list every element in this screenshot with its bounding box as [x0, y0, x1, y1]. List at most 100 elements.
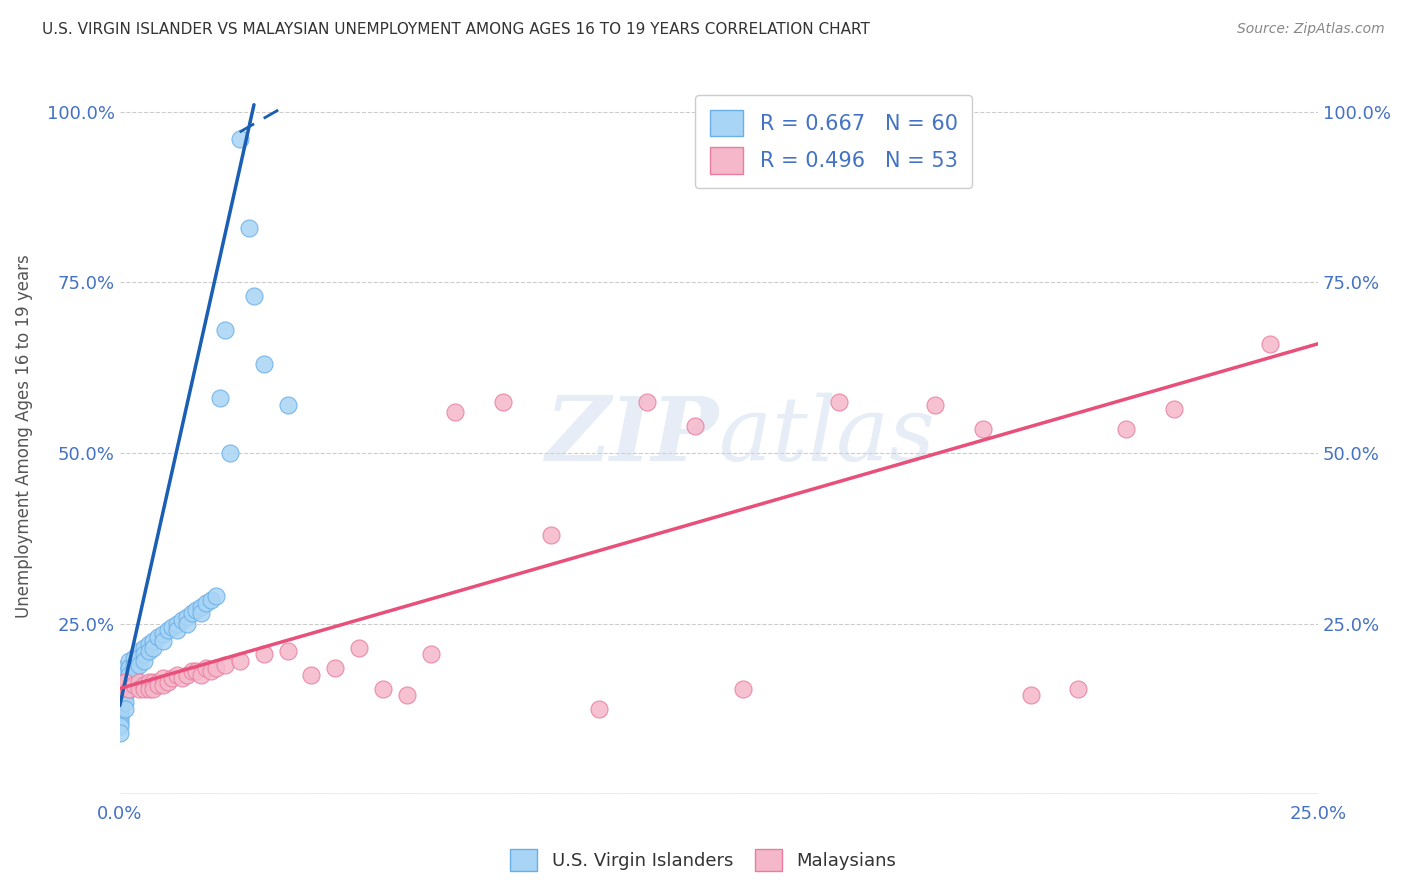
Point — [118, 674, 141, 689]
Point — [420, 648, 443, 662]
Point — [349, 640, 371, 655]
Point — [142, 640, 165, 655]
Point — [219, 446, 242, 460]
Point — [138, 674, 160, 689]
Point — [396, 689, 419, 703]
Text: ZIP: ZIP — [546, 392, 718, 479]
Point — [204, 661, 226, 675]
Point — [122, 650, 145, 665]
Point — [828, 394, 851, 409]
Point — [132, 678, 155, 692]
Point — [128, 650, 150, 665]
Point — [228, 654, 250, 668]
Point — [128, 657, 150, 672]
Point — [118, 681, 141, 696]
Point — [588, 702, 610, 716]
Y-axis label: Unemployment Among Ages 16 to 19 years: Unemployment Among Ages 16 to 19 years — [15, 254, 32, 618]
Point — [122, 665, 145, 679]
Point — [132, 648, 155, 662]
Point — [138, 644, 160, 658]
Point — [162, 671, 184, 685]
Text: Source: ZipAtlas.com: Source: ZipAtlas.com — [1237, 22, 1385, 37]
Point — [108, 668, 131, 682]
Point — [114, 689, 136, 703]
Point — [128, 674, 150, 689]
Point — [636, 394, 658, 409]
Point — [156, 674, 179, 689]
Point — [209, 392, 232, 406]
Point — [731, 681, 754, 696]
Point — [162, 620, 184, 634]
Point — [492, 394, 515, 409]
Text: U.S. VIRGIN ISLANDER VS MALAYSIAN UNEMPLOYMENT AMONG AGES 16 TO 19 YEARS CORRELA: U.S. VIRGIN ISLANDER VS MALAYSIAN UNEMPL… — [42, 22, 870, 37]
Point — [146, 678, 169, 692]
Point — [166, 616, 188, 631]
Point — [180, 665, 202, 679]
Point — [186, 665, 208, 679]
Point — [252, 648, 274, 662]
Point — [114, 678, 136, 692]
Text: atlas: atlas — [718, 392, 935, 479]
Point — [122, 657, 145, 672]
Point — [195, 661, 218, 675]
Point — [108, 712, 131, 726]
Point — [373, 681, 395, 696]
Point — [166, 668, 188, 682]
Point — [252, 357, 274, 371]
Point — [138, 637, 160, 651]
Point — [1163, 401, 1185, 416]
Point — [114, 702, 136, 716]
Point — [176, 610, 198, 624]
Point — [1258, 336, 1281, 351]
Point — [156, 624, 179, 638]
Point — [108, 709, 131, 723]
Point — [108, 715, 131, 730]
Point — [118, 661, 141, 675]
Point — [228, 132, 250, 146]
Point — [214, 323, 236, 337]
Point — [190, 607, 212, 621]
Point — [152, 678, 174, 692]
Point — [114, 695, 136, 709]
Point — [176, 616, 198, 631]
Point — [132, 640, 155, 655]
Point — [214, 657, 236, 672]
Point — [142, 681, 165, 696]
Point — [190, 599, 212, 614]
Point — [146, 630, 169, 644]
Point — [118, 681, 141, 696]
Point — [200, 665, 222, 679]
Point — [114, 668, 136, 682]
Point — [108, 719, 131, 733]
Point — [195, 596, 218, 610]
Point — [118, 668, 141, 682]
Point — [170, 671, 193, 685]
Point — [108, 726, 131, 740]
Point — [108, 698, 131, 713]
Point — [1067, 681, 1090, 696]
Point — [180, 607, 202, 621]
Point — [152, 633, 174, 648]
Point — [128, 681, 150, 696]
Point — [122, 678, 145, 692]
Point — [186, 603, 208, 617]
Point — [325, 661, 347, 675]
Point — [276, 398, 298, 412]
Point — [190, 668, 212, 682]
Point — [138, 681, 160, 696]
Point — [152, 671, 174, 685]
Point — [243, 289, 266, 303]
Point — [142, 633, 165, 648]
Point — [114, 661, 136, 675]
Point — [132, 681, 155, 696]
Point — [114, 681, 136, 696]
Point — [114, 674, 136, 689]
Point — [132, 654, 155, 668]
Point — [108, 681, 131, 696]
Point — [152, 627, 174, 641]
Point — [1115, 422, 1137, 436]
Point — [683, 418, 706, 433]
Point — [238, 220, 260, 235]
Legend: U.S. Virgin Islanders, Malaysians: U.S. Virgin Islanders, Malaysians — [503, 842, 903, 879]
Point — [108, 706, 131, 720]
